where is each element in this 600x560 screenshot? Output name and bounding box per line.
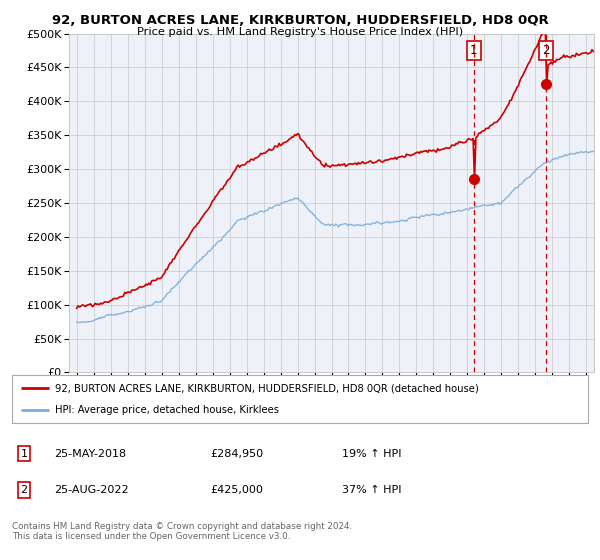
Text: 25-MAY-2018: 25-MAY-2018 <box>54 449 126 459</box>
Text: Contains HM Land Registry data © Crown copyright and database right 2024.
This d: Contains HM Land Registry data © Crown c… <box>12 522 352 542</box>
Text: £425,000: £425,000 <box>210 485 263 495</box>
Text: 1: 1 <box>470 44 478 57</box>
Text: 37% ↑ HPI: 37% ↑ HPI <box>342 485 401 495</box>
Text: £284,950: £284,950 <box>210 449 263 459</box>
Text: 92, BURTON ACRES LANE, KIRKBURTON, HUDDERSFIELD, HD8 0QR (detached house): 92, BURTON ACRES LANE, KIRKBURTON, HUDDE… <box>55 383 479 393</box>
Text: 1: 1 <box>20 449 28 459</box>
Text: 25-AUG-2022: 25-AUG-2022 <box>54 485 128 495</box>
Text: Price paid vs. HM Land Registry's House Price Index (HPI): Price paid vs. HM Land Registry's House … <box>137 27 463 37</box>
Text: 2: 2 <box>542 44 550 57</box>
Text: 2: 2 <box>20 485 28 495</box>
Text: HPI: Average price, detached house, Kirklees: HPI: Average price, detached house, Kirk… <box>55 405 279 415</box>
Text: 92, BURTON ACRES LANE, KIRKBURTON, HUDDERSFIELD, HD8 0QR: 92, BURTON ACRES LANE, KIRKBURTON, HUDDE… <box>52 14 548 27</box>
Text: 19% ↑ HPI: 19% ↑ HPI <box>342 449 401 459</box>
